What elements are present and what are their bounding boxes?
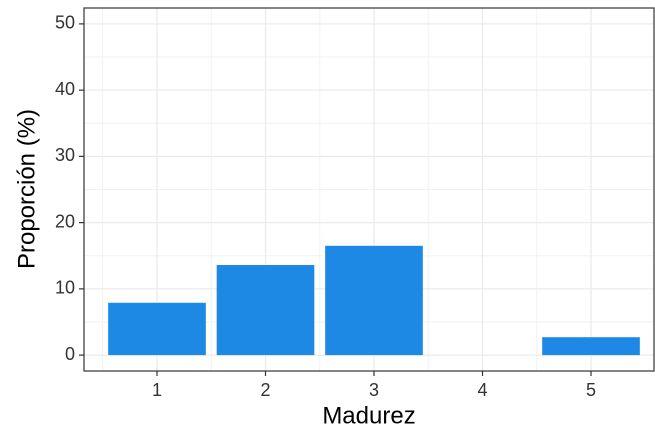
y-axis-title: Proporción (%) xyxy=(13,109,40,269)
y-tick-label: 0 xyxy=(65,344,75,364)
y-tick-label: 30 xyxy=(55,145,75,165)
bar xyxy=(325,245,423,356)
panel-border xyxy=(83,7,655,372)
x-axis-title: Madurez xyxy=(322,402,415,429)
y-tick-label: 20 xyxy=(55,211,75,231)
x-tick-label: 4 xyxy=(477,380,487,400)
x-tick-label: 3 xyxy=(369,380,379,400)
bar xyxy=(542,337,640,356)
bar xyxy=(216,265,315,356)
x-tick-label: 2 xyxy=(260,380,270,400)
x-tick-label: 1 xyxy=(152,380,162,400)
y-tick-label: 50 xyxy=(55,13,75,33)
y-tick-label: 10 xyxy=(55,278,75,298)
y-tick-label: 40 xyxy=(55,79,75,99)
x-tick-label: 5 xyxy=(586,380,596,400)
bar xyxy=(108,302,206,356)
